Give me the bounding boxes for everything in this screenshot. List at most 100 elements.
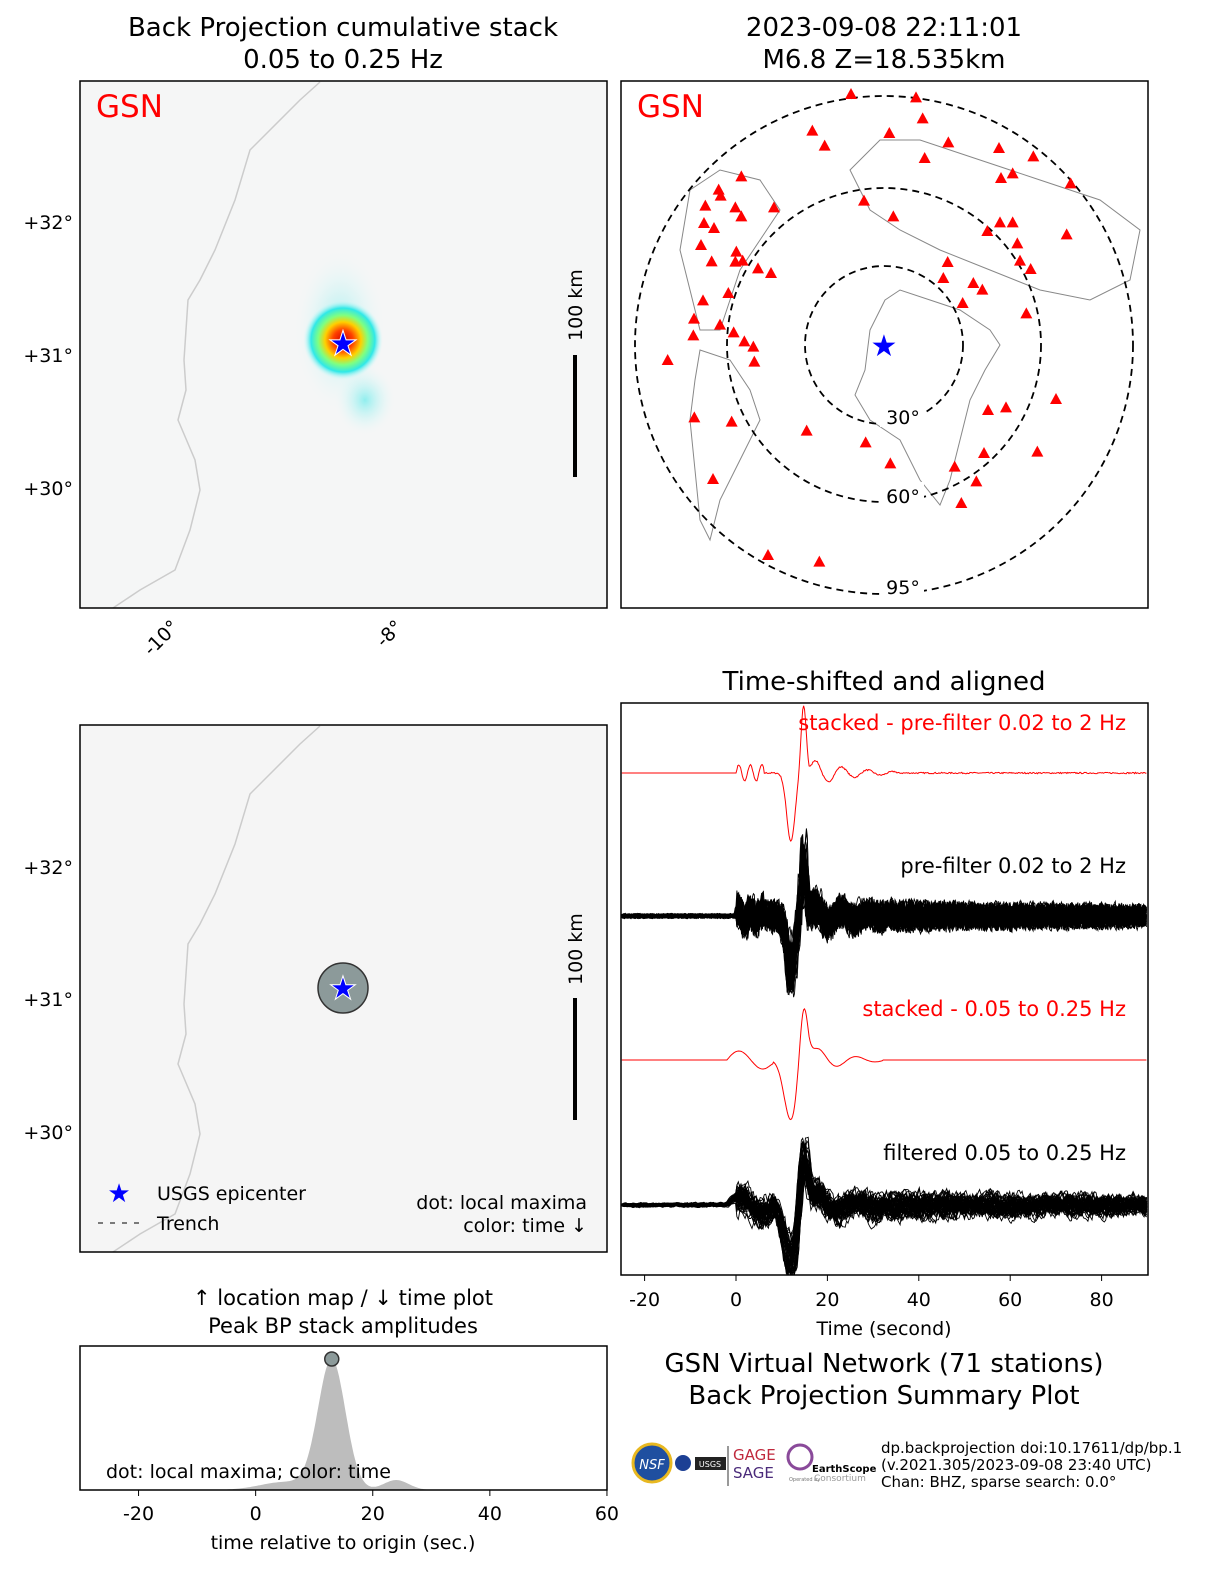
series-label: filtered 0.05 to 0.25 Hz <box>883 1141 1126 1165</box>
station-triangle <box>729 201 742 213</box>
station-triangle <box>1014 254 1026 266</box>
peak-annotation: dot: local maxima; color: time <box>106 1461 391 1483</box>
station-triangle <box>970 475 983 487</box>
legend-note-2: color: time ↓ <box>463 1215 587 1237</box>
station-triangle <box>768 201 780 213</box>
station-triangle <box>948 460 961 472</box>
bp-stack-map: GSN 100 km ★ <box>79 80 608 609</box>
station-triangle <box>708 222 720 233</box>
station-triangle <box>1024 263 1037 274</box>
coastline <box>679 169 781 331</box>
epicenter-star: ★ <box>328 324 358 364</box>
station-triangle <box>687 329 700 341</box>
station-triangle <box>727 326 740 338</box>
station-map: 30° 60° 95° ★ GSN <box>620 80 1149 609</box>
station-triangle <box>995 172 1007 183</box>
station-triangle <box>1011 237 1024 249</box>
station-triangle <box>845 88 857 99</box>
lat-tick: +31° <box>23 989 73 1011</box>
station-triangle <box>1050 393 1062 404</box>
mid-title-1: ↑ location map / ↓ time plot <box>193 1286 493 1310</box>
left-title-2: 0.05 to 0.25 Hz <box>243 45 443 75</box>
station-triangle <box>738 335 751 347</box>
station-triangle <box>942 136 955 148</box>
info-line-2: (v.2021.305/2023-09-08 23:40 UTC) <box>881 1456 1151 1474</box>
station-triangle <box>697 294 709 306</box>
svg-text:Operated by: Operated by <box>789 1477 820 1483</box>
station-triangle <box>918 152 931 163</box>
station-triangle <box>1031 445 1044 457</box>
ring-label: 95° <box>886 577 920 599</box>
x-tick-label: 60 <box>998 1289 1022 1311</box>
lat-tick: +32° <box>23 212 73 234</box>
earthscope-logo <box>786 1443 814 1471</box>
station-triangle <box>725 415 738 427</box>
x-tick-label: 0 <box>730 1289 742 1311</box>
coastline <box>112 725 321 1253</box>
network-label: GSN <box>96 89 163 125</box>
ring-label: 60° <box>886 486 920 508</box>
station-triangle <box>698 217 710 228</box>
station-triangle <box>1000 401 1012 413</box>
x-tick-label: 60 <box>595 1503 619 1525</box>
ring-label: 30° <box>886 407 920 429</box>
scale-bar-label: 100 km <box>565 913 587 985</box>
station-triangle <box>735 210 748 222</box>
station-triangle <box>859 436 872 448</box>
station-triangle <box>688 411 701 423</box>
x-tick-label: 40 <box>478 1503 502 1525</box>
svg-text:NSF: NSF <box>639 1458 665 1473</box>
station-triangle <box>752 262 764 274</box>
right-title-2: M6.8 Z=18.535km <box>762 45 1005 75</box>
summary-title-1: GSN Virtual Network (71 stations) <box>664 1349 1103 1379</box>
info-line-3: Chan: BHZ, sparse search: 0.0° <box>881 1473 1116 1491</box>
svg-text:Consortium: Consortium <box>814 1474 866 1484</box>
station-triangle <box>955 497 968 508</box>
mid-title-2: Peak BP stack amplitudes <box>208 1314 478 1338</box>
x-tick-label: 40 <box>907 1289 931 1311</box>
station-triangle <box>1027 150 1040 162</box>
station-triangle <box>813 555 826 567</box>
station-triangle <box>688 312 700 324</box>
station-triangle <box>1064 177 1077 189</box>
lat-tick: +30° <box>23 478 73 500</box>
station-triangle <box>941 256 954 267</box>
station-triangle <box>747 340 760 352</box>
legend-star-icon: ★ <box>107 1179 130 1209</box>
station-triangle <box>714 189 727 201</box>
x-axis-label: Time (second) <box>815 1318 951 1340</box>
station-triangle <box>736 254 749 266</box>
gage-logo: GAGE <box>733 1446 776 1464</box>
station-triangle <box>818 139 831 151</box>
x-tick-label: 20 <box>361 1503 385 1525</box>
epicenter-star: ★ <box>329 969 358 1007</box>
coastline <box>854 289 1001 506</box>
station-trace <box>621 1160 1148 1265</box>
station-triangle <box>765 267 777 278</box>
station-triangle <box>887 210 900 222</box>
lat-tick: +30° <box>23 1122 73 1144</box>
x-tick-label: 0 <box>250 1503 262 1525</box>
station-triangle <box>806 124 819 136</box>
series-label: pre-filter 0.02 to 2 Hz <box>900 854 1126 878</box>
logos: NSF USGS GAGE SAGE EarthScope Operated b… <box>631 1442 877 1486</box>
stacked-trace <box>621 705 1147 843</box>
nasa-logo <box>675 1455 691 1471</box>
right-title-1: 2023-09-08 22:11:01 <box>746 13 1022 43</box>
nsf-logo <box>631 1442 673 1484</box>
x-tick-label: 80 <box>1090 1289 1114 1311</box>
stacked-trace <box>621 1008 1147 1121</box>
coastline <box>689 349 761 542</box>
lon-tick: -8° <box>372 616 408 652</box>
station-triangle <box>762 549 774 560</box>
x-tick-label: -20 <box>629 1289 660 1311</box>
local-maximum-dot <box>317 962 369 1014</box>
station-triangle <box>730 245 743 257</box>
coastline <box>112 81 321 609</box>
station-triangle <box>884 457 897 469</box>
x-tick-label: 20 <box>815 1289 839 1311</box>
coastline <box>849 139 1141 301</box>
waveform-title: Time-shifted and aligned <box>722 667 1046 697</box>
station-triangle <box>981 225 994 236</box>
